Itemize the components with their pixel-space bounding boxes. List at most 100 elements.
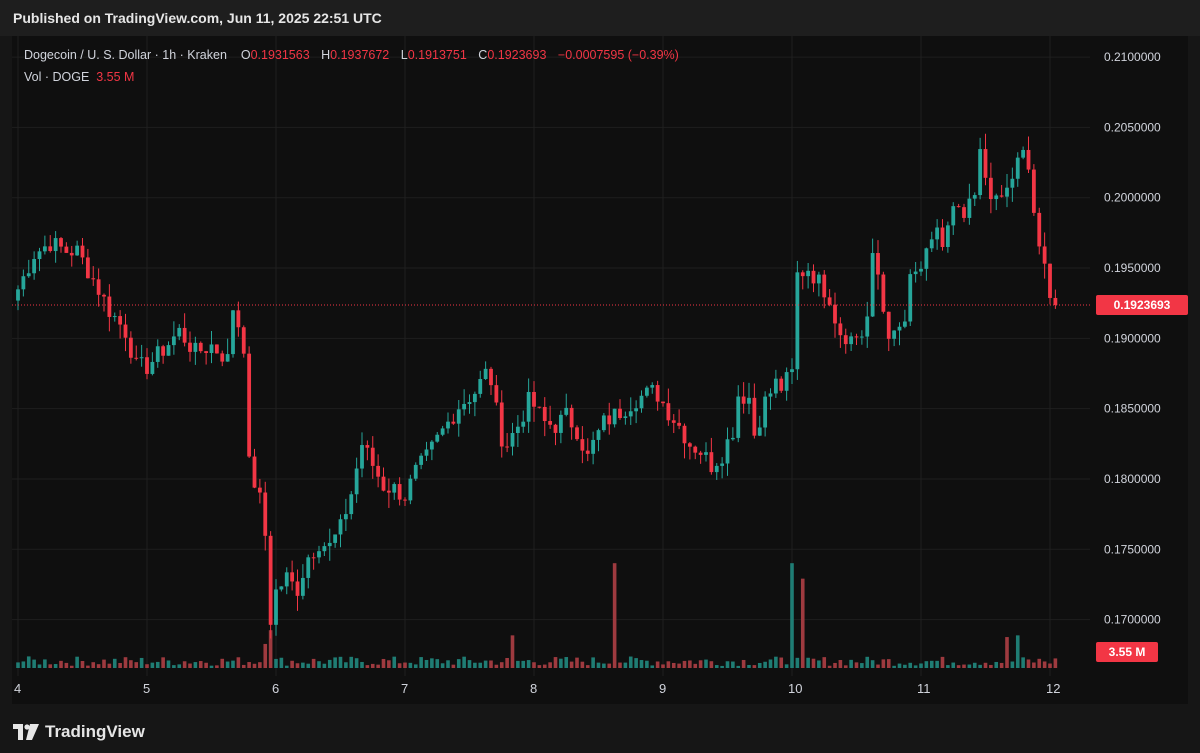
volume-bar: [790, 563, 794, 668]
y-tick-label: 0.1750000: [1104, 542, 1161, 556]
candle-body: [881, 274, 886, 312]
candle-body: [730, 437, 735, 440]
candle-body: [671, 420, 676, 423]
volume-bar: [365, 665, 370, 668]
volume-bar: [978, 664, 982, 668]
legend-symbol[interactable]: Dogecoin / U. S. Dollar: [24, 48, 152, 62]
candle-body: [698, 452, 703, 455]
candle-body: [1031, 169, 1036, 213]
candle-body: [585, 450, 590, 454]
volume-bar: [956, 665, 961, 668]
volume-bar: [929, 660, 934, 668]
legend-open-label: O: [240, 48, 251, 62]
candle-body: [150, 361, 155, 374]
volume-bar: [451, 664, 456, 668]
volume-bar: [569, 661, 574, 668]
volume-bar: [731, 661, 735, 668]
volume-bar: [32, 659, 36, 668]
volume-bar: [650, 665, 655, 668]
candle-body: [720, 463, 725, 466]
volume-bar: [967, 664, 972, 668]
volume-bar: [236, 657, 241, 668]
volume-bar: [876, 664, 880, 668]
volume-bar: [688, 660, 692, 668]
volume-bar: [639, 660, 644, 668]
volume-bar: [795, 657, 800, 668]
legend-volume-label[interactable]: Vol · DOGE: [24, 70, 90, 84]
candle-body: [429, 441, 434, 450]
candle-body: [601, 415, 606, 431]
volume-bar: [75, 656, 79, 668]
volume-bar: [661, 664, 665, 668]
candle-body: [843, 335, 848, 345]
volume-bar: [252, 663, 257, 668]
candle-body: [161, 346, 166, 356]
legend-open-value: 0.1931563: [250, 48, 310, 62]
candle-body: [838, 323, 843, 336]
volume-bar: [209, 665, 214, 668]
volume-bar: [725, 661, 730, 668]
candle-body: [306, 557, 311, 578]
volume-bar: [822, 657, 827, 668]
candle-body: [494, 385, 499, 403]
volume-bar: [709, 661, 714, 668]
volume-bar: [736, 665, 741, 668]
volume-bar: [37, 664, 42, 668]
volume-bar: [96, 664, 101, 668]
y-tick-label: 0.1950000: [1104, 261, 1161, 275]
candle-body: [317, 551, 321, 558]
brand-name: TradingView: [45, 722, 145, 741]
volume-bar: [1026, 659, 1031, 668]
volume-bar: [188, 663, 192, 668]
legend-exchange[interactable]: Kraken: [187, 48, 227, 62]
x-tick-label: 9: [659, 681, 666, 696]
candle-body: [951, 206, 956, 226]
volume-bar: [456, 659, 461, 668]
volume-bar: [1005, 637, 1009, 668]
candle-body: [532, 391, 536, 407]
candle-body: [123, 324, 128, 338]
tradingview-brand[interactable]: TradingView: [13, 721, 145, 743]
candle-body: [467, 402, 472, 404]
y-tick-label: 0.1700000: [1104, 613, 1161, 627]
footer: TradingView: [0, 704, 1200, 753]
volume-bar: [370, 663, 375, 668]
candle-body: [386, 490, 391, 493]
volume-bar: [542, 664, 547, 668]
chart-frame[interactable]: 0.2100000 0.2050000 0.2000000 0.1950000 0.19…: [12, 36, 1188, 704]
candle-body: [64, 246, 69, 253]
candle-body: [118, 316, 123, 325]
volume-bar: [494, 664, 499, 668]
candle-body: [327, 542, 332, 547]
volume-bar: [102, 659, 106, 668]
volume-bar: [295, 663, 300, 668]
volume-bar: [198, 661, 203, 668]
x-tick-label: 11: [917, 681, 931, 696]
published-banner: Published on TradingView.com, Jun 11, 20…: [0, 0, 1200, 36]
candle-body: [166, 345, 171, 356]
candle-body: [569, 407, 574, 428]
volume-bar: [225, 661, 230, 668]
candle-body: [21, 276, 26, 290]
volume-bar: [1037, 658, 1042, 668]
candle-body: [311, 557, 316, 559]
candle-body: [26, 273, 31, 277]
legend-interval[interactable]: 1h: [162, 48, 177, 62]
candle-body: [757, 427, 762, 436]
tradingview-logo-icon: [13, 724, 39, 740]
candle-body: [284, 572, 289, 587]
x-tick-label: 4: [14, 681, 21, 696]
candle-body: [397, 484, 402, 500]
volume-bar: [241, 664, 246, 668]
price-chart[interactable]: 0.2100000 0.2050000 0.2000000 0.1950000 0.19…: [12, 36, 1188, 704]
volume-bar: [177, 664, 182, 668]
candle-body: [85, 257, 90, 279]
candle-body: [1005, 187, 1009, 197]
volume-bar: [392, 656, 397, 668]
volume-bar: [478, 662, 483, 668]
candle-body: [870, 253, 875, 317]
x-tick-label: 10: [788, 681, 802, 696]
candle-body: [155, 346, 160, 362]
volume-bar: [440, 663, 445, 668]
candle-body: [983, 149, 988, 178]
